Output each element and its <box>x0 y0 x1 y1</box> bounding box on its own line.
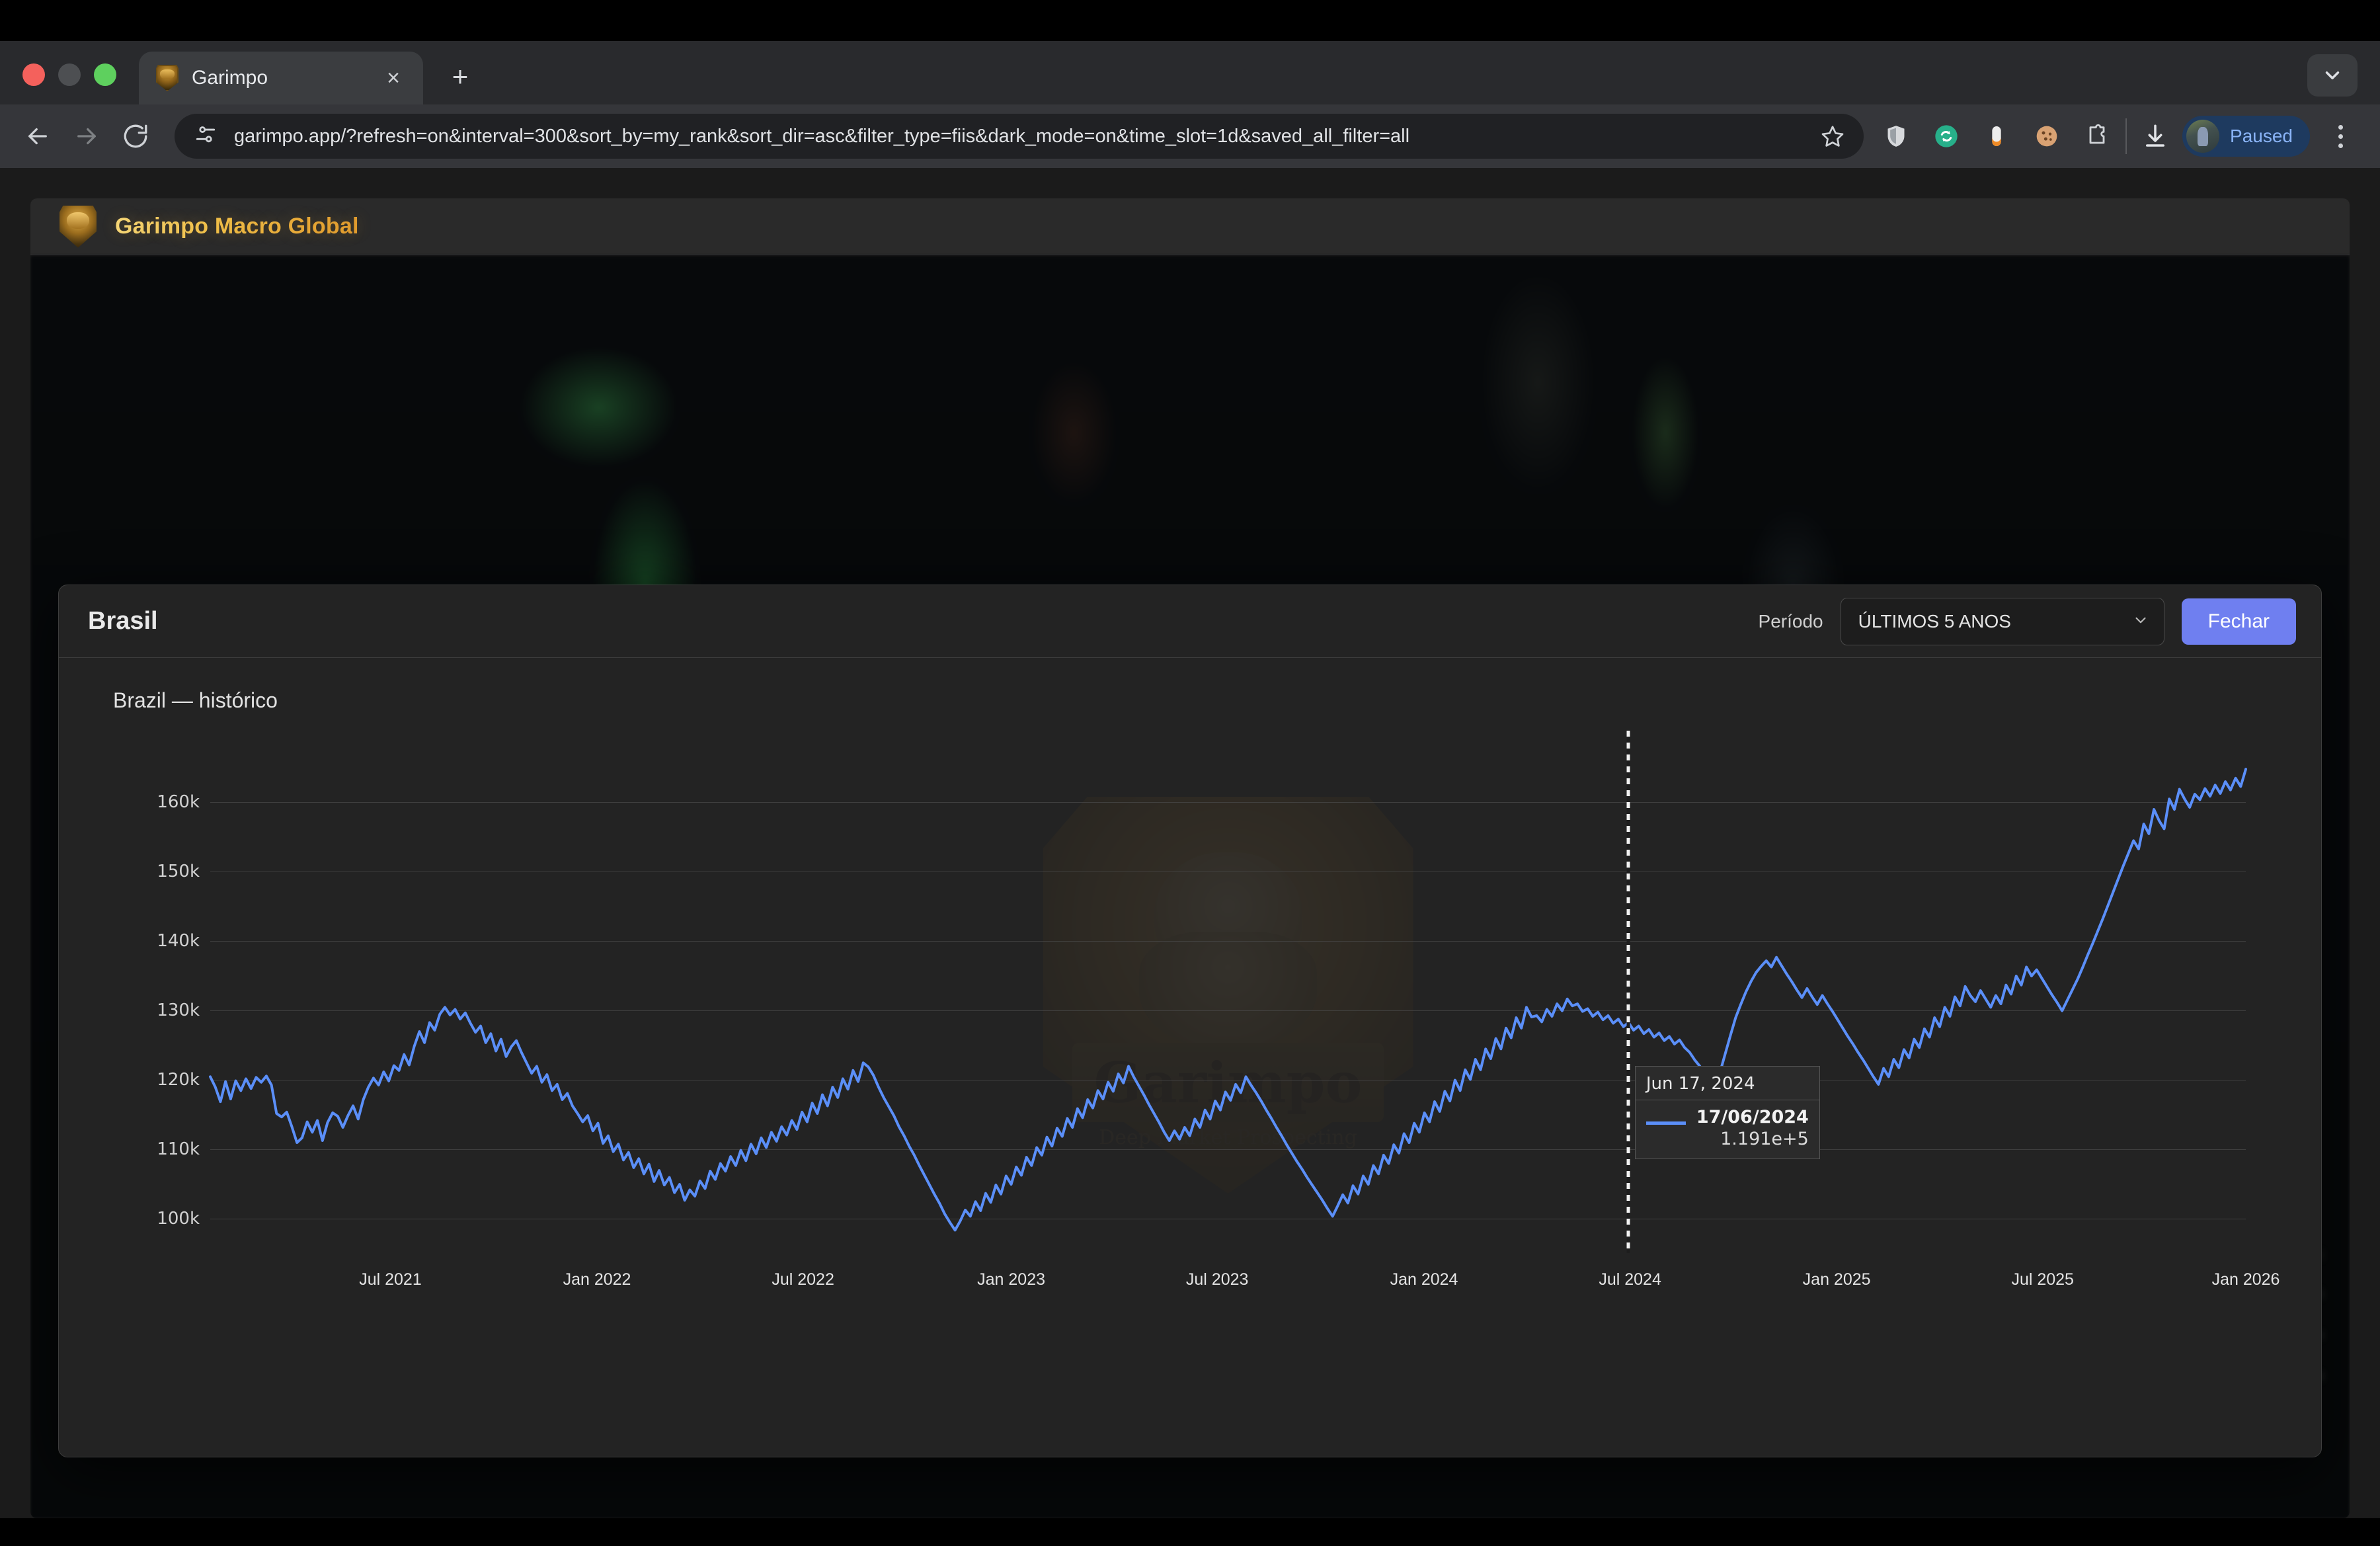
sync-icon[interactable] <box>1928 118 1964 154</box>
tooltip-values: 17/06/2024 1.191e+5 <box>1696 1107 1809 1149</box>
series-color-swatch <box>1646 1121 1686 1125</box>
capsule-icon[interactable] <box>1979 118 2014 154</box>
modal-body: Brazil — histórico Garimpo Deep Market P… <box>59 658 2321 1457</box>
tune-icon[interactable] <box>193 122 218 151</box>
history-chart-modal: Brasil Período ÚLTIMOS 5 ANOS Fechar Bra… <box>58 585 2322 1457</box>
tooltip-body: 17/06/2024 1.191e+5 <box>1636 1100 1819 1159</box>
x-axis-tick-label: Jan 2025 <box>1802 1270 1871 1289</box>
cookie-icon[interactable] <box>2029 118 2065 154</box>
garimpo-app: Garimpo Macro Global Ativo Preço Atual V… <box>30 198 2350 1518</box>
tab-strip: Garimpo × + <box>0 41 2380 104</box>
user-avatar <box>2186 120 2220 153</box>
close-modal-button[interactable]: Fechar <box>2181 598 2296 645</box>
modal-title: Brasil <box>88 607 158 635</box>
period-selected-value: ÚLTIMOS 5 ANOS <box>1858 610 2011 631</box>
download-icon[interactable] <box>2137 118 2173 154</box>
page-viewport: Garimpo Macro Global Ativo Preço Atual V… <box>0 168 2380 1518</box>
x-axis-tick-label: Jan 2023 <box>977 1270 1046 1289</box>
kebab-menu-icon[interactable] <box>2320 114 2360 158</box>
x-axis-tick-label: Jul 2024 <box>1599 1270 1661 1289</box>
window-controls[interactable] <box>22 63 116 104</box>
tooltip-series-name: 17/06/2024 <box>1696 1106 1809 1127</box>
chart-title: Brazil — histórico <box>113 688 278 712</box>
chart-plot-area[interactable]: Garimpo Deep Market Prospecting 100k 110k… <box>157 731 2280 1289</box>
period-label: Período <box>1758 610 1823 631</box>
x-axis-tick-label: Jan 2026 <box>2211 1270 2280 1289</box>
gridline <box>210 1010 2246 1011</box>
tab-title: Garimpo <box>192 67 268 89</box>
x-axis-tick-label: Jul 2021 <box>359 1270 422 1289</box>
gridline <box>210 801 2246 803</box>
garimpo-shield-icon <box>156 65 178 91</box>
x-axis-tick-label: Jan 2024 <box>1390 1270 1458 1289</box>
chart-cursor-line <box>1626 731 1630 1253</box>
close-window-button[interactable] <box>22 63 45 86</box>
address-bar[interactable]: garimpo.app/?refresh=on&interval=300&sor… <box>175 114 1864 159</box>
back-button[interactable] <box>13 112 62 161</box>
gridline <box>210 940 2246 942</box>
browser-tab[interactable]: Garimpo × <box>139 52 423 104</box>
y-axis-tick-label: 130k <box>157 1000 200 1020</box>
tooltip-value: 1.191e+5 <box>1720 1128 1809 1149</box>
profile-button[interactable]: Paused <box>2182 116 2310 157</box>
y-axis-tick-label: 140k <box>157 930 200 951</box>
app-header: Garimpo Macro Global <box>30 198 2350 255</box>
shield-icon[interactable] <box>1878 118 1914 154</box>
toolbar-divider <box>2125 118 2127 154</box>
chart-series-layer <box>210 753 2246 1253</box>
y-axis-tick-label: 110k <box>157 1139 200 1159</box>
period-select[interactable]: ÚLTIMOS 5 ANOS <box>1840 597 2164 645</box>
chart-tooltip: Jun 17, 2024 17/06/2024 1.191e+5 <box>1634 1065 1820 1159</box>
browser-toolbar: garimpo.app/?refresh=on&interval=300&sor… <box>0 104 2380 168</box>
puzzle-icon[interactable] <box>2079 118 2115 154</box>
x-axis-tick-label: Jul 2025 <box>2011 1270 2074 1289</box>
reload-button[interactable] <box>111 112 160 161</box>
chevron-down-icon[interactable] <box>2307 54 2358 97</box>
profile-status-label: Paused <box>2230 126 2293 146</box>
chevron-down-icon <box>2132 612 2149 631</box>
close-icon[interactable]: × <box>387 65 400 91</box>
tooltip-header: Jun 17, 2024 <box>1635 1067 1819 1100</box>
maximize-window-button[interactable] <box>94 63 116 86</box>
modal-header: Brasil Período ÚLTIMOS 5 ANOS Fechar <box>59 585 2321 658</box>
history-chart: Garimpo Deep Market Prospecting 100k 110k… <box>88 731 2292 1305</box>
extensions-bar <box>1878 118 2115 154</box>
gridline <box>210 1149 2246 1150</box>
minimize-window-button[interactable] <box>58 63 81 86</box>
series-line <box>210 769 2246 1230</box>
garimpo-shield-logo <box>60 205 97 248</box>
os-title-bar <box>0 0 2380 41</box>
page-title: Garimpo Macro Global <box>115 214 359 239</box>
y-axis-tick-label: 120k <box>157 1069 200 1090</box>
x-axis-tick-label: Jan 2022 <box>563 1270 631 1289</box>
x-axis-tick-label: Jul 2022 <box>772 1270 834 1289</box>
x-axis-tick-label: Jul 2023 <box>1185 1270 1249 1289</box>
new-tab-button[interactable]: + <box>452 61 469 92</box>
url-text: garimpo.app/?refresh=on&interval=300&sor… <box>234 125 1410 147</box>
y-axis-tick-label: 150k <box>157 861 200 881</box>
star-icon[interactable] <box>1812 116 1853 157</box>
forward-button[interactable] <box>62 112 111 161</box>
browser-chrome: Garimpo × + garimpo.app/?refresh=on&inte… <box>0 41 2380 168</box>
y-axis-tick-label: 160k <box>157 792 200 812</box>
y-axis-tick-label: 100k <box>157 1208 200 1229</box>
